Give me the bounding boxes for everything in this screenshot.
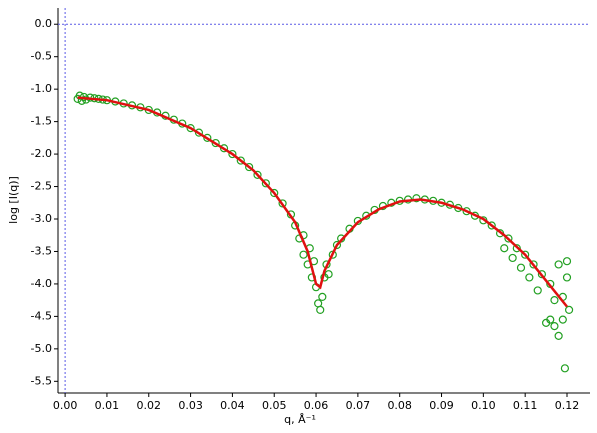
- data-point: [462, 207, 471, 216]
- data-point: [299, 250, 308, 259]
- data-point: [253, 170, 262, 179]
- y-tick-label: -3.5: [31, 244, 52, 257]
- x-tick-label: 0.00: [53, 399, 78, 412]
- data-point: [316, 305, 325, 314]
- x-tick-label: 0.04: [220, 399, 245, 412]
- fit-line: [77, 96, 568, 308]
- data-point: [500, 244, 509, 253]
- y-tick-label: -0.5: [31, 50, 52, 63]
- y-tick-label: -3.0: [31, 212, 52, 225]
- data-point: [525, 273, 534, 282]
- data-point: [562, 257, 572, 266]
- x-tick-label: 0.05: [262, 399, 287, 412]
- y-tick-label: -2.5: [31, 180, 52, 193]
- data-point: [562, 273, 572, 282]
- x-tick-label: 0.02: [137, 399, 162, 412]
- data-point: [512, 244, 521, 253]
- data-point: [533, 286, 542, 295]
- data-point: [554, 331, 563, 340]
- y-axis-label: log [I(q)]: [7, 176, 20, 224]
- data-point: [529, 260, 538, 269]
- y-tick-label: -2.0: [31, 147, 52, 160]
- x-tick-label: 0.06: [304, 399, 329, 412]
- x-tick-label: 0.11: [513, 399, 538, 412]
- x-tick-label: 0.03: [178, 399, 203, 412]
- y-tick-label: 0.0: [35, 17, 53, 30]
- data-point: [228, 149, 237, 159]
- data-point: [270, 188, 279, 198]
- data-point: [412, 194, 421, 203]
- data-point: [332, 240, 342, 250]
- data-point: [504, 234, 513, 243]
- data-point: [245, 162, 254, 172]
- data-point: [211, 138, 220, 148]
- data-point: [564, 305, 574, 314]
- data-point: [537, 270, 547, 279]
- x-tick-label: 0.12: [555, 399, 580, 412]
- y-tick-label: -4.0: [31, 277, 52, 290]
- data-point: [194, 128, 204, 137]
- x-tick-label: 0.07: [346, 399, 371, 412]
- data-point: [219, 144, 229, 153]
- data-point: [521, 250, 530, 259]
- x-tick-label: 0.10: [471, 399, 496, 412]
- data-point: [203, 133, 212, 142]
- data-point: [324, 270, 333, 279]
- y-tick-label: -5.0: [31, 342, 52, 355]
- data-point: [261, 179, 270, 188]
- y-tick-label: -5.5: [31, 374, 52, 387]
- data-point: [516, 263, 526, 272]
- data-point: [236, 156, 245, 165]
- data-point: [487, 221, 496, 230]
- x-tick-label: 0.09: [429, 399, 454, 412]
- data-point: [550, 322, 559, 331]
- y-tick-label: -1.5: [31, 115, 52, 128]
- data-point: [278, 199, 287, 208]
- data-point: [508, 253, 517, 263]
- x-tick-label: 0.01: [95, 399, 120, 412]
- data-point: [75, 91, 84, 100]
- data-point: [318, 292, 327, 302]
- data-point: [560, 364, 570, 373]
- x-tick-label: 0.08: [387, 399, 412, 412]
- y-tick-label: -1.0: [31, 82, 52, 95]
- y-tick-label: -4.5: [31, 309, 52, 322]
- data-point: [558, 315, 567, 324]
- data-point: [550, 296, 559, 305]
- data-point: [186, 124, 195, 133]
- x-axis-label: q, Å⁻¹: [284, 413, 316, 426]
- data-point: [554, 260, 563, 269]
- data-point: [546, 315, 555, 324]
